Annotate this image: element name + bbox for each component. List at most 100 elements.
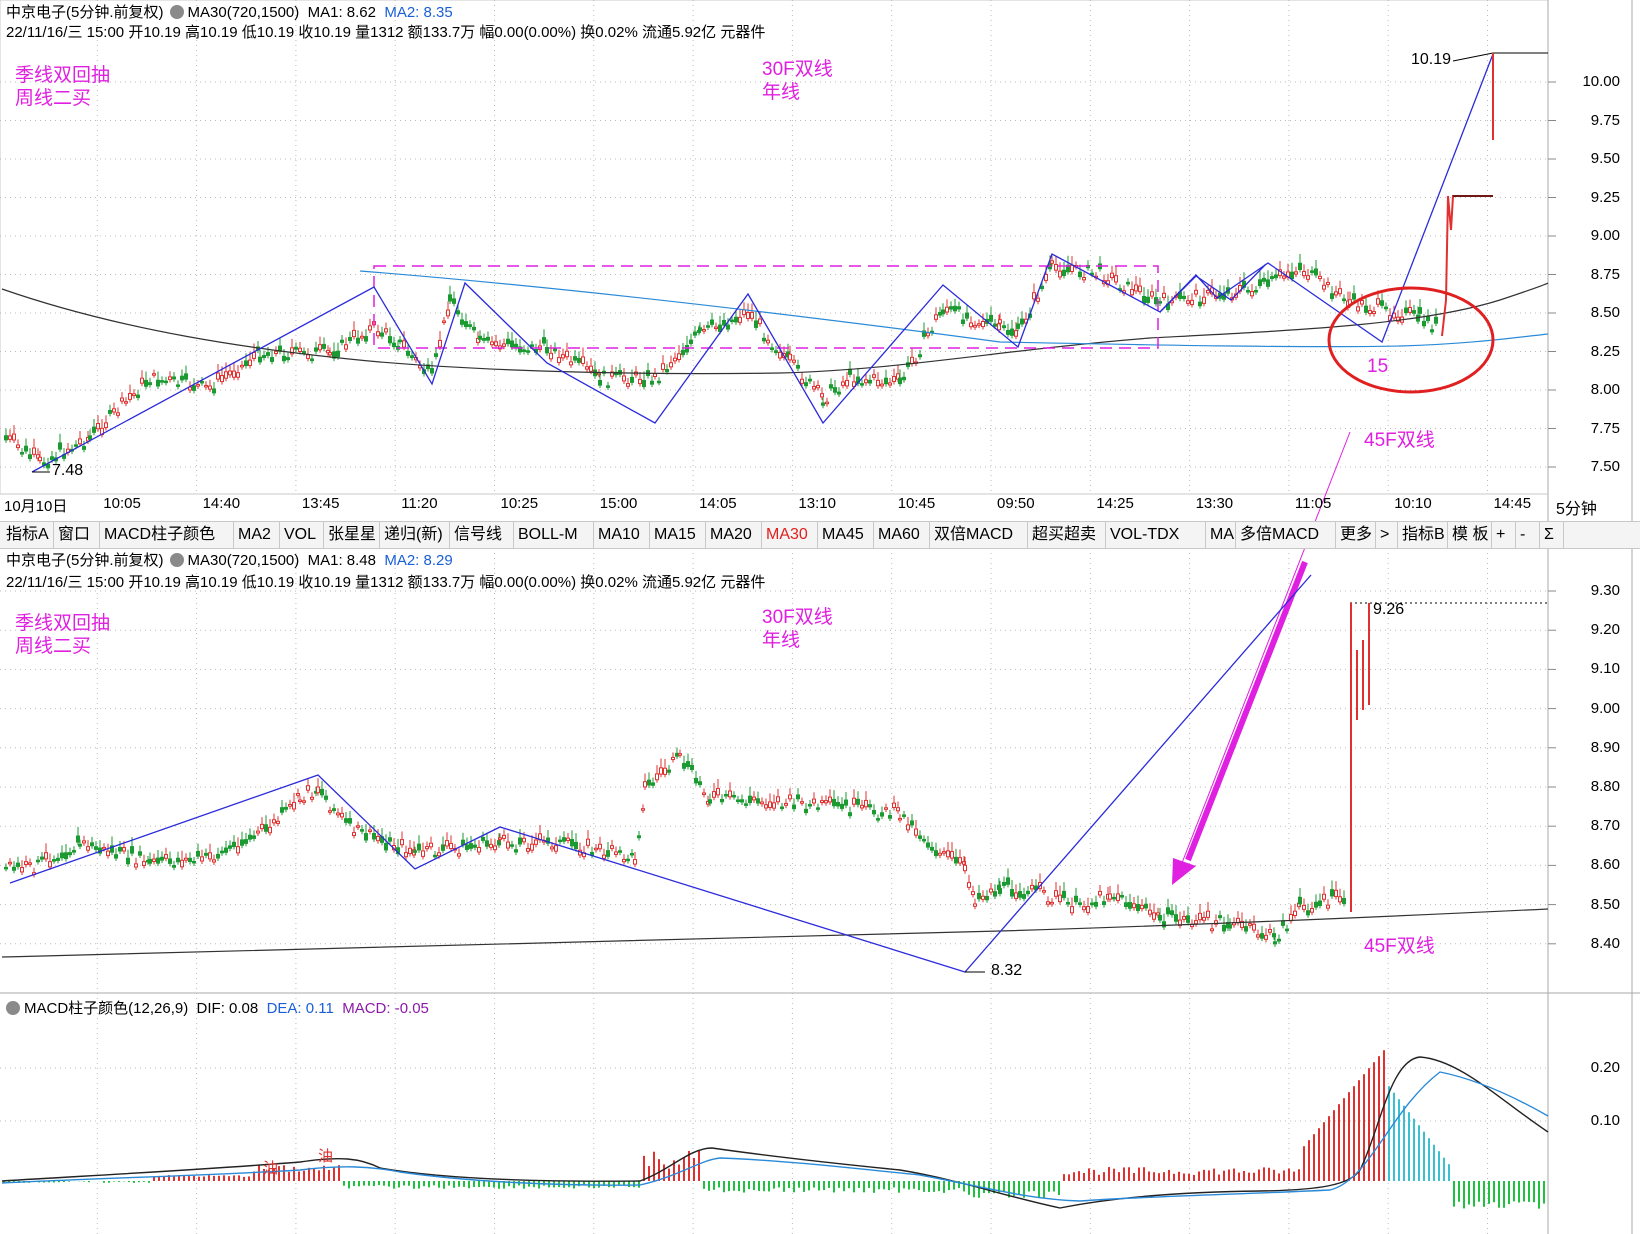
toolbar-item[interactable]: 多倍MACD (1236, 522, 1336, 548)
toolbar-item[interactable]: 超买超卖 (1028, 522, 1106, 548)
time-label: 10:05 (103, 495, 141, 512)
macd-marker-1: 油 (263, 1160, 279, 1177)
time-label: 14:40 (202, 495, 241, 512)
toolbar-item[interactable]: Σ (1540, 522, 1564, 548)
price-tick: 8.50 (1590, 304, 1620, 321)
toolbar-item[interactable]: VOL (280, 522, 324, 548)
time-label: 10:10 (1394, 495, 1432, 512)
price-tick: 7.75 (1590, 419, 1620, 437)
annotation-arrow-thick (1185, 560, 1308, 862)
note-circle-label: 15 (1367, 356, 1389, 377)
time-label: 15:00 (599, 495, 638, 512)
toolbar-item[interactable]: MA10 (594, 522, 650, 548)
settings-icon-mid[interactable] (169, 553, 184, 567)
time-label: 11:20 (401, 495, 438, 512)
price-tick-mid: 9.00 (1590, 699, 1620, 717)
quote-line: 22/11/16/三 15:00 开10.19 高10.19 低10.19 收1… (6, 24, 766, 41)
time-label: 10:25 (500, 495, 539, 512)
dif-label: DIF: 0.08 (196, 1000, 259, 1017)
macd-value-label: MACD: -0.05 (342, 1000, 429, 1017)
note-left-mid: 季线双回抽 周线二买 (15, 613, 111, 657)
quote-line-mid: 22/11/16/三 15:00 开10.19 高10.19 低10.19 收1… (6, 574, 766, 591)
period-selector[interactable]: 5分钟 (1556, 501, 1597, 518)
price-tick: 9.25 (1590, 188, 1620, 206)
mid-panel-header: 中京电子(5分钟.前复权) MA30(720,1500) MA1: 8.48 MA… (6, 551, 453, 571)
time-label: 10:45 (897, 495, 936, 512)
macd-title: MACD柱子颜色(12,26,9) (24, 1000, 189, 1017)
price-tick-mid: 8.60 (1590, 856, 1620, 874)
toolbar-item[interactable]: MA30 (762, 522, 818, 548)
macd-tick: 0.10 (1590, 1112, 1620, 1129)
toolbar-item[interactable]: + (1492, 522, 1516, 548)
note-mid: 30F双线 年线 (762, 59, 833, 103)
toolbar-item[interactable]: 模 板 (1448, 522, 1492, 548)
time-label: 13:45 (301, 495, 340, 512)
spike-candles-mid (1350, 603, 1370, 912)
macd-dif-line (1, 1056, 1549, 1209)
ma2-label: MA2: 8.35 (384, 4, 453, 21)
toolbar-item[interactable]: MA45 (818, 522, 874, 548)
stock-title: 中京电子(5分钟.前复权) (6, 4, 164, 21)
price-tick: 7.50 (1590, 458, 1620, 475)
macd-dea-line (1, 1071, 1549, 1202)
price-tick-mid: 9.30 (1590, 582, 1620, 599)
ma-short-line-top (359, 270, 1549, 348)
ma1-label: MA1: 8.62 (307, 4, 376, 21)
toolbar-item[interactable]: MA (1206, 522, 1236, 548)
macd-marker-2: 油 (318, 1148, 334, 1165)
highlight-circle (1327, 286, 1495, 394)
toolbar-item[interactable]: 更多 (1336, 522, 1376, 548)
macd-header: MACD柱子颜色(12,26,9) DIF: 0.08 DEA: 0.11 MA… (6, 999, 429, 1019)
toolbar-item[interactable]: VOL-TDX (1106, 522, 1206, 548)
stroke-line-top-2 (1159, 263, 1267, 313)
toolbar-item[interactable]: 递归(新) (380, 522, 450, 548)
toolbar-item[interactable]: - (1516, 522, 1540, 548)
time-label: 11:05 (1294, 495, 1332, 512)
toolbar-item[interactable]: MA60 (874, 522, 930, 548)
toolbar-item[interactable]: 信号线 (450, 522, 514, 548)
price-tick: 9.00 (1590, 227, 1620, 244)
high-label-mid: 9.26 (1373, 601, 1405, 618)
spike-candles-top (1441, 195, 1493, 337)
note-left: 季线双回抽 周线二买 (15, 65, 111, 109)
price-tick-mid: 8.80 (1590, 778, 1620, 795)
settings-icon[interactable] (169, 5, 184, 19)
toolbar-item[interactable]: MA15 (650, 522, 706, 548)
stock-title-mid: 中京电子(5分钟.前复权) (6, 552, 164, 569)
price-tick-mid: 8.50 (1590, 895, 1620, 913)
ma-long-line-mid (1, 908, 1549, 958)
ma1-label-mid: MA1: 8.48 (307, 552, 376, 569)
toolbar-item[interactable]: > (1376, 522, 1398, 548)
toolbar-item[interactable]: 双倍MACD (930, 522, 1028, 548)
time-label: 13:30 (1195, 495, 1234, 512)
dea-label: DEA: 0.11 (266, 1000, 334, 1017)
top-panel-header: 中京电子(5分钟.前复权) MA30(720,1500) MA1: 8.62 MA… (6, 3, 453, 23)
price-tick-mid: 9.10 (1590, 660, 1620, 678)
toolbar-item[interactable]: BOLL-M (514, 522, 594, 548)
high-label: 10.19 (1411, 51, 1452, 68)
price-tick: 8.75 (1590, 265, 1620, 283)
candles-top (4, 253, 1438, 471)
toolbar-item[interactable]: MA20 (706, 522, 762, 548)
price-tick-mid: 8.90 (1590, 738, 1620, 756)
price-tick-mid: 8.40 (1590, 934, 1620, 952)
low-label-mid: 8.32 (991, 962, 1023, 979)
toolbar-item[interactable]: 张星星 (324, 522, 380, 548)
toolbar-item[interactable]: MA2 (234, 522, 280, 548)
toolbar-item[interactable]: 窗口 (54, 522, 100, 548)
toolbar-item[interactable]: MACD柱子颜色 (100, 522, 234, 548)
annotation-arrowhead (1172, 858, 1196, 885)
toolbar-item[interactable]: 指标B (1398, 522, 1448, 548)
macd-bars (3, 1050, 1545, 1209)
settings-icon-macd[interactable] (6, 1001, 20, 1015)
grid-mid (0, 548, 1556, 993)
price-tick: 9.50 (1590, 150, 1620, 167)
low-label: 7.48 (52, 462, 84, 479)
toolbar-item[interactable]: 指标A (2, 522, 54, 548)
macd-tick: 0.20 (1590, 1059, 1620, 1076)
note-45f-mid: 45F双线 (1364, 936, 1435, 957)
time-label: 10月10日 (4, 498, 68, 515)
time-label: 14:25 (1096, 495, 1134, 512)
price-tick: 10.00 (1582, 73, 1620, 90)
